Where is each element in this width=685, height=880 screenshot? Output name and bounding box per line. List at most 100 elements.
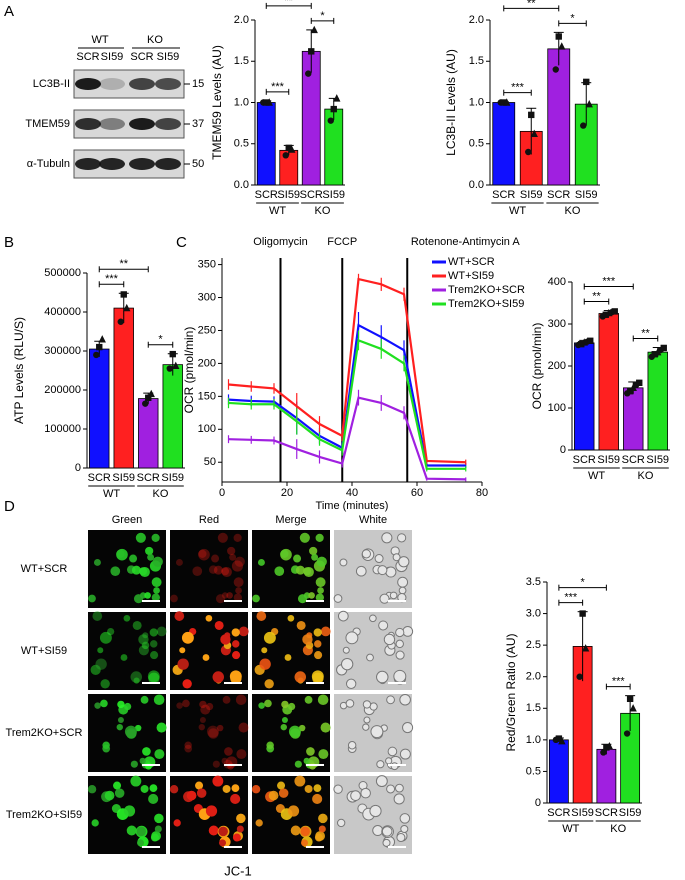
cell [186, 790, 197, 801]
cell [296, 620, 306, 630]
cell [284, 654, 292, 661]
y-tick-label: 0.5 [526, 765, 541, 777]
cell [139, 757, 146, 764]
kda-label: 15 [192, 78, 204, 90]
data-point [169, 350, 176, 358]
cell [222, 784, 231, 793]
cell [179, 647, 186, 654]
x-tick-label: SI59 [161, 472, 184, 484]
legend-label: Trem2KO+SI59 [448, 298, 524, 310]
cell [297, 594, 308, 604]
group-label: WT [562, 823, 579, 835]
data-point [660, 344, 667, 352]
cell [176, 702, 183, 709]
y-tick-label: 3.0 [526, 607, 541, 619]
x-tick-label: SI59 [646, 454, 669, 466]
cell [294, 760, 302, 768]
x-tick-label: SCR [137, 472, 160, 484]
y-axis-title: OCR (pmol/min) [182, 327, 196, 414]
cell [153, 694, 165, 706]
bar [89, 348, 110, 469]
cell [200, 704, 211, 715]
cell [174, 611, 185, 621]
cell [366, 653, 374, 662]
cell [133, 594, 144, 604]
cell [236, 825, 244, 833]
cell [313, 784, 322, 793]
x-tick-label: SCR [547, 189, 570, 201]
data-point [333, 94, 341, 102]
sig-label: *** [602, 275, 616, 287]
cell [278, 788, 289, 798]
data-point [629, 704, 637, 712]
blot-row-label: TMEM59 [25, 118, 70, 130]
cell [381, 532, 393, 544]
data-point [585, 99, 593, 108]
cell [383, 633, 396, 646]
cell [136, 839, 145, 847]
cell [184, 744, 193, 753]
cell [102, 741, 110, 749]
y-tick-label: 200000 [44, 384, 81, 396]
cell [392, 553, 401, 562]
cell [303, 566, 314, 578]
cell [377, 565, 388, 576]
cell [135, 532, 146, 543]
cell [227, 546, 236, 556]
x-tick-label: SCR [492, 189, 515, 201]
cell [280, 549, 289, 558]
cell [181, 631, 194, 644]
sig-label: ** [592, 290, 601, 302]
cell [147, 553, 155, 561]
sig-label: * [320, 10, 325, 22]
legend-label: WT+SI59 [448, 270, 494, 282]
cell [268, 790, 279, 801]
y-tick-label: 0 [535, 797, 541, 809]
cell [235, 587, 242, 594]
cell [238, 722, 249, 733]
x-tick-label: SCR [622, 454, 645, 466]
image-tile [170, 694, 248, 772]
blot-band [129, 118, 155, 130]
cell [236, 813, 246, 824]
y-tick-label: 300 [548, 318, 566, 330]
cell [302, 634, 313, 645]
cell [300, 826, 310, 837]
cell [369, 804, 382, 818]
group-label: WT [588, 470, 605, 482]
cell [252, 594, 260, 603]
cell [147, 670, 160, 683]
cell [114, 788, 125, 798]
sig-label: ** [119, 258, 128, 270]
data-point [500, 99, 507, 106]
data-point [603, 744, 610, 751]
legend-label: Trem2KO+SCR [448, 284, 525, 296]
data-point [587, 337, 594, 344]
y-tick-label: 1.0 [234, 96, 249, 108]
cell [233, 533, 242, 542]
cell [156, 626, 167, 637]
cell [132, 620, 142, 630]
row-label: WT+SCR [21, 563, 68, 575]
data-point [623, 730, 631, 737]
data-point [330, 105, 337, 113]
data-point [580, 122, 587, 129]
sig-label: * [570, 12, 575, 24]
x-tick-label: SCR [255, 189, 278, 201]
cell [370, 725, 384, 739]
cell [258, 702, 265, 709]
cell [212, 775, 224, 787]
cell [294, 671, 307, 683]
x-tick-label: SCR [300, 189, 323, 201]
sig-label: ** [284, 0, 293, 7]
bar [162, 364, 183, 469]
cell [264, 679, 274, 689]
cell [126, 825, 137, 836]
cell [375, 775, 388, 788]
cell [318, 749, 329, 760]
data-point [263, 99, 270, 106]
cell [315, 533, 324, 542]
cell [362, 700, 372, 709]
cell [345, 631, 359, 645]
sig-label: ** [641, 327, 650, 339]
